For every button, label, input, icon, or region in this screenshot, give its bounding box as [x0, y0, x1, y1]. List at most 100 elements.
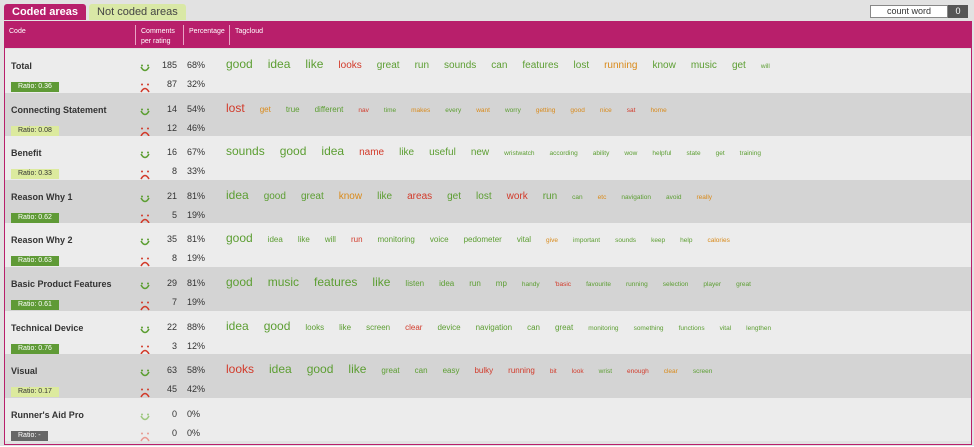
tag-word[interactable]: look	[571, 368, 584, 376]
table-row[interactable]: Runner's Aid Pro Ratio: - 0 0 0% 0%	[5, 397, 971, 442]
tag-word[interactable]: time	[383, 106, 397, 114]
tag-word[interactable]: ability	[592, 150, 610, 158]
table-row[interactable]: Reason Why 1 Ratio: 0.62 21 5 81% 19% idea good…	[5, 179, 971, 224]
tag-word[interactable]: new	[470, 147, 490, 159]
tag-word[interactable]: monitoring	[588, 324, 619, 332]
tag-word[interactable]: features	[314, 275, 358, 289]
tag-word[interactable]: looks	[305, 322, 325, 332]
tag-word[interactable]: like	[305, 57, 324, 71]
tag-word[interactable]: easy	[442, 366, 460, 376]
tag-word[interactable]: good	[226, 231, 253, 246]
tag-word[interactable]: clear	[663, 368, 678, 376]
tag-word[interactable]: nice	[599, 106, 612, 114]
tag-word[interactable]: player	[703, 281, 722, 288]
tag-word[interactable]: get	[259, 104, 271, 114]
tag-word[interactable]: listen	[405, 279, 425, 288]
tag-word[interactable]: worry	[504, 106, 521, 114]
tag-word[interactable]: run	[542, 190, 558, 202]
tag-word[interactable]: something	[633, 324, 664, 332]
tag-word[interactable]: idea	[267, 57, 291, 71]
tag-word[interactable]: bulky	[474, 366, 494, 376]
tag-word[interactable]: give	[546, 237, 558, 245]
table-row[interactable]: Reason Why 2 Ratio: 0.63 35 8 81% 19% good idea…	[5, 223, 971, 267]
tag-word[interactable]: can	[527, 322, 540, 332]
tag-word[interactable]: want	[476, 106, 490, 114]
tag-word[interactable]: great	[554, 322, 574, 332]
tag-word[interactable]: wristwatch	[504, 150, 535, 158]
tag-word[interactable]: monitoring	[377, 235, 415, 245]
tag-word[interactable]: get	[447, 190, 462, 202]
tag-word[interactable]: sounds	[444, 60, 477, 71]
tag-word[interactable]: music	[690, 60, 717, 71]
tag-word[interactable]: handy	[521, 281, 540, 288]
tag-word[interactable]: screen	[366, 322, 391, 332]
tag-word[interactable]: wow	[624, 150, 638, 158]
tag-word[interactable]: vital	[516, 235, 532, 245]
tag-word[interactable]: run	[469, 279, 481, 288]
tag-word[interactable]: can	[572, 193, 583, 201]
table-row[interactable]: Benefit Ratio: 0.33 16 8 67% 33% sounds good ide…	[5, 136, 971, 180]
tag-word[interactable]: sat	[626, 106, 636, 114]
table-row[interactable]: Visual Ratio: 0.17 63 45 58% 42% looks idea good…	[5, 354, 971, 398]
tag-word[interactable]: help	[680, 237, 693, 245]
tag-word[interactable]: really	[696, 193, 713, 201]
tag-word[interactable]: 'basic	[554, 281, 572, 288]
tag-word[interactable]: bit	[549, 368, 557, 376]
tag-word[interactable]: makes	[411, 106, 431, 114]
tag-word[interactable]: work	[506, 190, 528, 202]
tag-word[interactable]: avoid	[665, 193, 682, 201]
tag-word[interactable]: looks	[338, 60, 362, 71]
tag-word[interactable]: etc	[597, 193, 607, 201]
column-header-code[interactable]: Code	[5, 22, 135, 48]
tab-not-coded-areas[interactable]: Not coded areas	[89, 4, 186, 20]
tag-word[interactable]: like	[399, 147, 415, 159]
tag-word[interactable]: enough	[627, 368, 649, 376]
tag-word[interactable]: get	[715, 150, 725, 158]
tag-word[interactable]: can	[491, 60, 508, 71]
tag-word[interactable]: favourite	[586, 281, 611, 288]
tag-word[interactable]: looks	[226, 362, 255, 377]
tag-word[interactable]: lengthen	[746, 324, 772, 332]
table-row[interactable]: Connecting Statement Ratio: 0.08 14 12 54% 46…	[5, 92, 971, 137]
tag-word[interactable]: lost	[476, 190, 492, 202]
tag-word[interactable]: good	[263, 318, 291, 333]
tag-word[interactable]: know	[652, 60, 676, 71]
tag-word[interactable]: good	[226, 275, 253, 289]
tag-word[interactable]: lost	[226, 100, 245, 115]
tag-word[interactable]: state	[686, 150, 701, 158]
tag-word[interactable]: great	[381, 366, 400, 376]
tag-word[interactable]: vital	[719, 324, 732, 332]
tag-word[interactable]: like	[339, 322, 352, 332]
tag-word[interactable]: clear	[405, 322, 423, 332]
tag-word[interactable]: running	[626, 281, 648, 288]
tag-word[interactable]: keep	[651, 237, 666, 245]
tag-word[interactable]: run	[414, 60, 430, 71]
tag-word[interactable]: like	[377, 190, 393, 202]
tag-word[interactable]: name	[359, 147, 385, 159]
tag-word[interactable]: idea	[321, 144, 345, 159]
tag-word[interactable]: great	[736, 281, 751, 288]
tag-word[interactable]: calories	[707, 237, 730, 245]
tag-word[interactable]: important	[572, 237, 601, 245]
column-header-tagcloud[interactable]: Tagcloud	[231, 22, 351, 48]
tag-word[interactable]: idea	[269, 362, 292, 377]
tag-word[interactable]: music	[267, 275, 300, 289]
tag-word[interactable]: voice	[429, 235, 449, 245]
tag-word[interactable]: according	[549, 150, 578, 158]
tag-word[interactable]: navigation	[621, 193, 651, 201]
tag-word[interactable]: features	[522, 60, 559, 71]
tag-word[interactable]: selection	[662, 281, 689, 288]
tag-word[interactable]: good	[279, 144, 307, 159]
tag-word[interactable]: like	[348, 362, 367, 377]
tag-word[interactable]: good	[570, 106, 585, 114]
table-row[interactable]: Basic Product Features Ratio: 0.61 29 7 81% 1…	[5, 267, 971, 311]
tag-word[interactable]: running	[508, 366, 535, 376]
tag-word[interactable]: training	[739, 150, 761, 158]
tag-word[interactable]: like	[297, 235, 310, 245]
tag-word[interactable]: navigation	[475, 322, 513, 332]
tag-word[interactable]: idea	[439, 279, 455, 288]
tag-word[interactable]: can	[414, 366, 428, 376]
tag-word[interactable]: running	[604, 60, 638, 71]
tag-word[interactable]: true	[285, 104, 300, 114]
tag-word[interactable]: getting	[535, 106, 556, 114]
